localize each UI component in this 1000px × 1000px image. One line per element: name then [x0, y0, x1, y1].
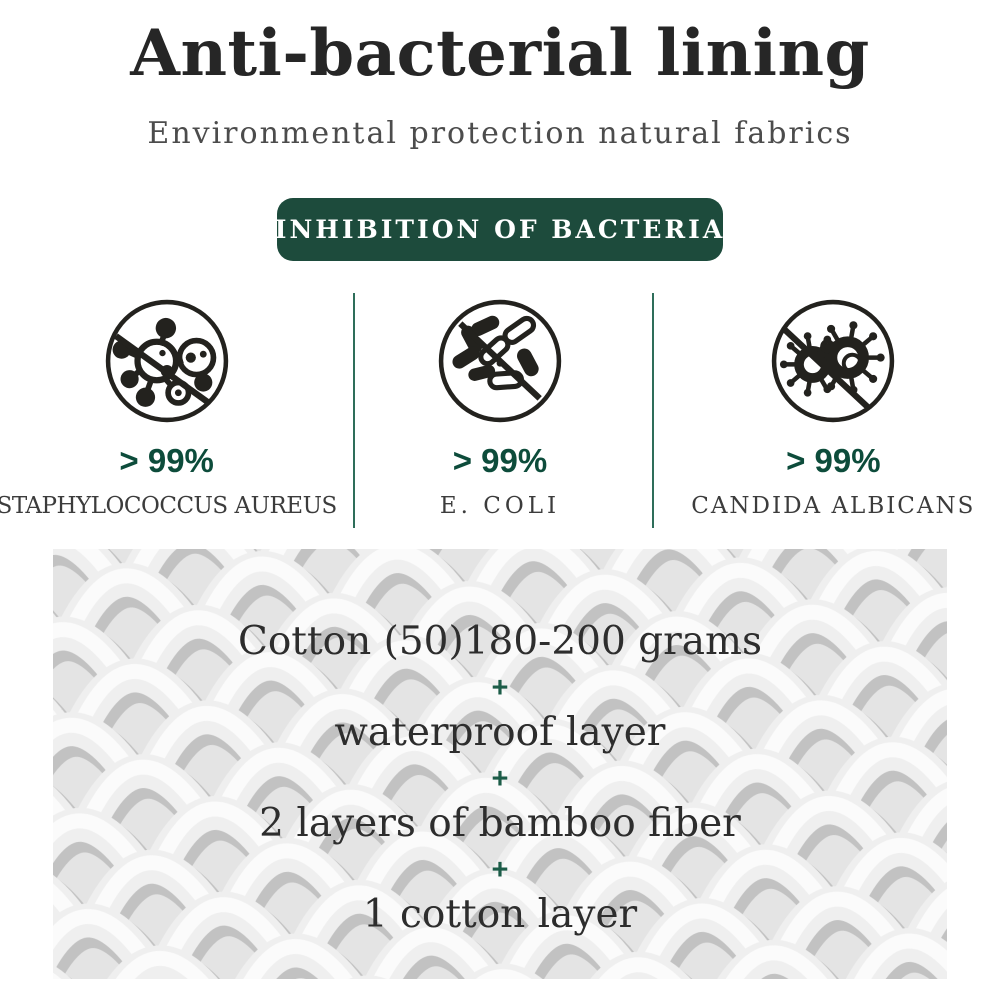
column-divider — [353, 293, 355, 528]
candida-albicans-icon — [772, 299, 895, 423]
staphylococcus-icon — [105, 299, 228, 423]
fabric-layers-list: Cotton (50)180-200 grams + waterproof la… — [53, 549, 947, 979]
inhibition-banner: INHIBITION OF BACTERIA — [274, 198, 726, 261]
plus-separator: + — [491, 853, 509, 886]
fabric-layer-text: waterproof layer — [334, 709, 666, 755]
fabric-layer-text: Cotton (50)180-200 grams — [237, 619, 763, 664]
plus-separator: + — [491, 671, 509, 704]
page-title: Anti-bacterial lining — [130, 16, 870, 91]
fabric-layer-text: 2 layers of bamboo fiber — [259, 800, 741, 846]
bacteria-column-staphylococcus: > 99% STAPHYLOCOCCUS AUREUS — [0, 293, 337, 519]
bacteria-name: CANDIDA ALBICANS — [691, 493, 976, 519]
knit-texture — [53, 549, 947, 979]
fabric-photo: Cotton (50)180-200 grams + waterproof la… — [53, 549, 947, 979]
reduction-rate: > 99% — [786, 442, 881, 479]
column-divider — [652, 293, 654, 528]
page-subtitle: Environmental protection natural fabrics — [147, 116, 853, 151]
reduction-rate: > 99% — [119, 442, 214, 479]
bacteria-section: > 99% STAPHYLOCOCCUS AUREUS > 99% E. COL… — [0, 293, 1000, 519]
fabric-layer-text: 1 cotton layer — [362, 891, 638, 937]
bacteria-column-ecoli: > 99% E. COLI — [333, 293, 666, 519]
e-coli-icon — [438, 299, 562, 423]
reduction-rate: > 99% — [452, 442, 548, 479]
bacteria-name: E. COLI — [439, 493, 561, 519]
plus-separator: + — [491, 762, 509, 795]
bacteria-column-candida: > 99% CANDIDA ALBICANS — [667, 293, 1000, 519]
bacteria-name: STAPHYLOCOCCUS AUREUS — [0, 493, 337, 519]
inhibition-banner-label: INHIBITION OF BACTERIA — [274, 215, 726, 244]
